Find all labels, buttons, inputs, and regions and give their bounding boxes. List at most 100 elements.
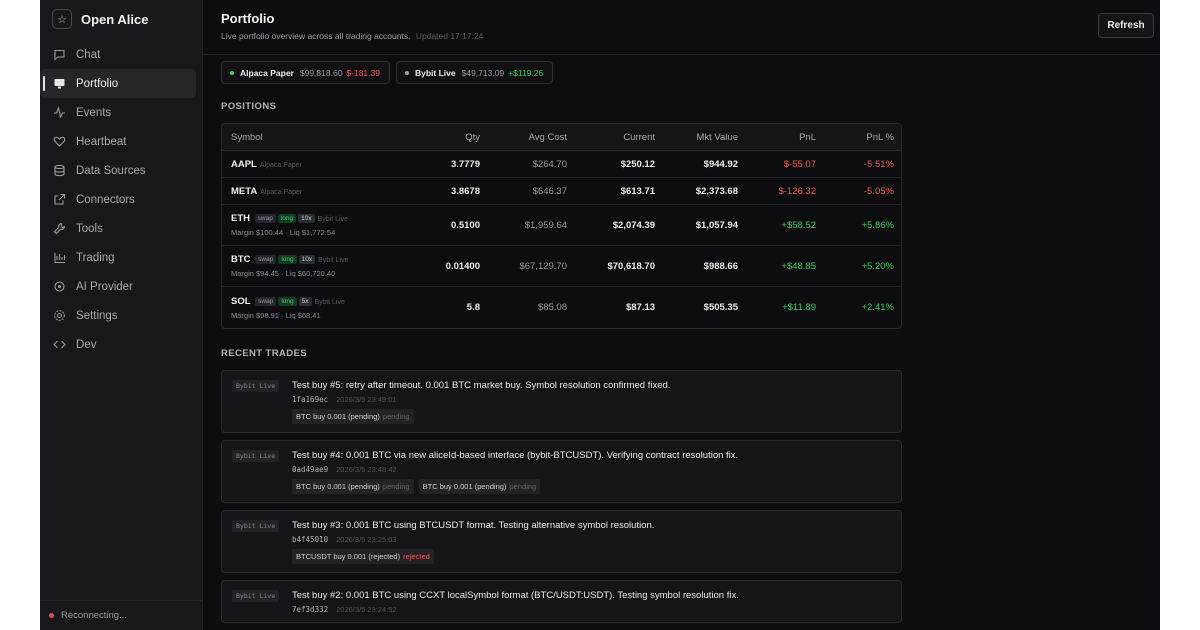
sidebar-item-data-sources[interactable]: Data Sources	[40, 156, 196, 185]
sidebar-item-chat[interactable]: Chat	[40, 40, 196, 69]
account-value: $49,713.09	[461, 67, 505, 78]
status-dot-icon	[49, 613, 54, 618]
sidebar-item-tools[interactable]: Tools	[40, 214, 196, 243]
pnl-pct-cell: -5.51%	[863, 158, 894, 170]
position-account: Bybit Live	[314, 298, 345, 306]
sidebar: ☆ Open Alice Chat Portfolio Events Heart…	[40, 0, 203, 630]
column-header[interactable]: Current	[623, 131, 655, 143]
qty-cell: 0.5100	[450, 219, 480, 231]
trade-account-badge: Bybit Live	[232, 450, 280, 462]
column-header[interactable]: PnL %	[866, 131, 894, 143]
trade-card[interactable]: Bybit Live Test buy #4: 0.001 BTC via ne…	[221, 440, 902, 503]
sidebar-item-label: Chat	[76, 48, 101, 61]
margin-info: Margin $94.45 · Liq $60,720.40	[231, 269, 336, 278]
column-header[interactable]: Symbol	[231, 131, 263, 143]
table-row[interactable]: ETH swap long 10x Bybit Live Margin $100.44…	[222, 205, 901, 246]
updated-time: Updated 17:17:24	[415, 31, 484, 41]
order-chip: BTC buy 0.001 (pending) pending	[292, 479, 414, 494]
trade-timestamp: 2026/3/5 23:49:01	[336, 395, 397, 404]
mkt-value-cell: $1,057.94	[695, 219, 738, 231]
heart-icon	[53, 135, 66, 148]
leverage-badge: 10x	[298, 255, 316, 264]
trade-card[interactable]: Bybit Live Test buy #3: 0.001 BTC using …	[221, 510, 902, 573]
column-header[interactable]: Mkt Value	[696, 131, 738, 143]
long-badge: long	[278, 255, 297, 264]
trade-card[interactable]: Bybit Live Test buy #2: 0.001 BTC using …	[221, 580, 902, 623]
sidebar-item-trading[interactable]: Trading	[40, 243, 196, 272]
pnl-cell: $-55.07	[783, 158, 816, 170]
trade-timestamp: 2026/3/5 23:48:42	[336, 465, 397, 474]
column-header[interactable]: Avg Cost	[528, 131, 567, 143]
sidebar-item-ai-provider[interactable]: AI Provider	[40, 272, 196, 301]
code-icon	[53, 338, 66, 351]
mkt-value-cell: $505.35	[703, 302, 738, 313]
order-chip: BTC buy 0.001 (pending) pending	[292, 409, 414, 424]
sidebar-item-connectors[interactable]: Connectors	[40, 185, 196, 214]
sidebar-item-label: Events	[76, 106, 112, 119]
trading-icon	[53, 251, 66, 264]
order-text: BTC buy 0.001 (pending)	[422, 482, 507, 491]
table-header: Symbol Qty Avg Cost Current Mkt Value Pn…	[222, 124, 901, 151]
swap-badge: swap	[255, 296, 277, 306]
order-text: BTC buy 0.001 (pending)	[296, 412, 380, 421]
table-row[interactable]: AAPL Alpaca Paper 3.7779 $264.70 $250.12 …	[222, 151, 901, 178]
commit-hash: b4f45010	[292, 535, 329, 544]
page-header: Portfolio Live portfolio overview across…	[203, 0, 1160, 55]
refresh-button[interactable]: Refresh	[1098, 13, 1154, 38]
trade-account-badge: Bybit Live	[232, 520, 280, 532]
star-icon: ☆	[52, 9, 72, 29]
trade-message: Test buy #3: 0.001 BTC using BTCUSDT for…	[292, 520, 655, 531]
sidebar-item-label: AI Provider	[76, 280, 133, 293]
table-row[interactable]: META Alpaca Paper 3.8678 $646.37 $613.71 …	[222, 178, 901, 205]
sidebar-item-heartbeat[interactable]: Heartbeat	[40, 127, 196, 156]
sidebar-item-dev[interactable]: Dev	[40, 330, 196, 359]
order-chip: BTC buy 0.001 (pending) pending	[418, 479, 541, 494]
avg-cost-cell: $646.37	[532, 185, 567, 197]
current-cell: $250.12	[620, 158, 655, 170]
page-title: Portfolio	[221, 11, 275, 26]
account-chip-bybit[interactable]: Bybit Live $49,713.09 +$119.26	[395, 61, 554, 84]
column-header[interactable]: PnL	[799, 131, 816, 143]
page-subtitle-text: Live portfolio overview across all tradi…	[221, 31, 411, 41]
sidebar-item-label: Heartbeat	[76, 135, 127, 148]
table-row[interactable]: SOL swap long 5x Bybit Live Margin $98.91 ·…	[222, 287, 901, 328]
long-badge: long	[277, 214, 297, 223]
qty-cell: 3.7779	[450, 158, 480, 170]
sidebar-item-label: Dev	[76, 338, 97, 351]
trade-account-badge: Bybit Live	[232, 590, 280, 602]
order-text: BTCUSDT buy 0.001 (rejected)	[296, 552, 401, 561]
avg-cost-cell: $67,129.70	[519, 260, 567, 272]
symbol-cell: AAPL Alpaca Paper	[222, 159, 390, 170]
trade-account-badge: Bybit Live	[232, 380, 280, 392]
position-account: Alpaca Paper	[259, 161, 302, 169]
order-text: BTC buy 0.001 (pending)	[296, 482, 380, 491]
page-subtitle: Live portfolio overview across all tradi…	[221, 31, 1160, 41]
column-header[interactable]: Qty	[465, 131, 480, 143]
sidebar-item-settings[interactable]: Settings	[40, 301, 196, 330]
order-status: rejected	[403, 552, 430, 561]
monitor-icon	[53, 77, 66, 90]
external-link-icon	[53, 193, 66, 206]
commit-hash: 1fa169ec	[292, 395, 329, 404]
order-status: pending	[382, 482, 410, 491]
brand[interactable]: ☆ Open Alice	[40, 0, 202, 38]
main-content: Portfolio Live portfolio overview across…	[203, 0, 1160, 630]
account-status-dot-icon	[404, 70, 409, 75]
current-cell: $70,618.70	[607, 260, 655, 272]
margin-info: Margin $98.91 · Liq $68.41	[231, 310, 321, 320]
account-chip-alpaca[interactable]: Alpaca Paper $99,818.60 $-181.39	[221, 61, 390, 84]
sidebar-item-label: Tools	[76, 222, 103, 235]
avg-cost-cell: $1,959.64	[524, 219, 567, 231]
pnl-cell: +$48.85	[781, 260, 816, 272]
sidebar-item-label: Settings	[76, 309, 118, 322]
sidebar-item-portfolio[interactable]: Portfolio	[40, 69, 196, 98]
margin-info: Margin $100.44 · Liq $1,772.54	[231, 228, 336, 237]
connection-status-text: Reconnecting...	[61, 610, 128, 621]
database-icon	[53, 164, 66, 177]
table-row[interactable]: BTC swap long 10x Bybit Live Margin $94.45 …	[222, 246, 901, 287]
gear-icon	[53, 309, 66, 322]
sidebar-item-events[interactable]: Events	[40, 98, 196, 127]
account-name: Bybit Live	[414, 67, 456, 78]
symbol: AAPL	[231, 158, 257, 170]
trade-card[interactable]: Bybit Live Test buy #5: retry after time…	[221, 370, 902, 433]
